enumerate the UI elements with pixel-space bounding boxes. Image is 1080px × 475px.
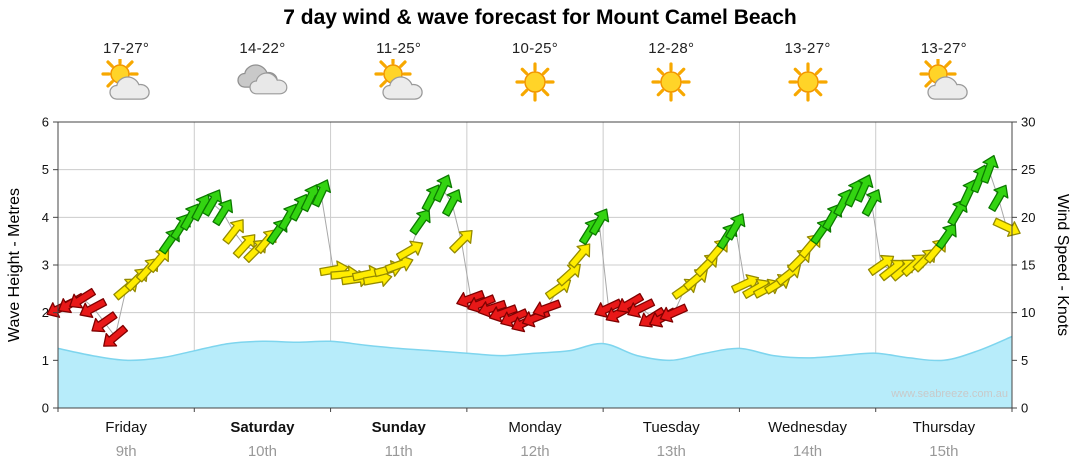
wind-arrow: [556, 263, 581, 287]
day-name: Wednesday: [768, 419, 848, 436]
wind-arrow: [854, 174, 874, 203]
wind-arrow: [659, 303, 688, 323]
day-label-tuesday: Tuesday 13th: [603, 419, 739, 460]
wind-arrow: [532, 299, 562, 318]
day-date: 14th: [792, 443, 823, 460]
wind-tick-label: 30: [1021, 115, 1035, 130]
axis-labels: 0 1 2 3 4 5 6 0 5 10 15 20 25 30: [42, 115, 1036, 416]
wind-arrow: [222, 219, 244, 245]
day-name: Thursday: [912, 419, 976, 436]
wind-arrow: [861, 189, 882, 217]
wind-arrows: [46, 154, 1021, 347]
wind-arrow: [432, 174, 453, 203]
wind-tick-label: 10: [1021, 305, 1035, 320]
wind-tick-label: 0: [1021, 401, 1028, 416]
day-label-monday: Monday 12th: [467, 419, 603, 460]
wave-tick-label: 3: [42, 258, 49, 273]
wind-arrow: [79, 298, 108, 318]
day-header-friday: 17-27°: [58, 40, 194, 120]
wind-arrow: [725, 213, 746, 241]
day-date: 9th: [115, 443, 137, 460]
day-label-wednesday: Wednesday 14th: [740, 419, 876, 460]
day-header-tuesday: 12-28°: [603, 40, 739, 120]
day-name: Tuesday: [642, 419, 700, 436]
partly-cloudy-icon: [98, 55, 154, 105]
temp-range: 11-25°: [376, 40, 422, 57]
sunny-icon: [507, 59, 563, 105]
wind-tick-label: 5: [1021, 353, 1028, 368]
wind-arrow: [947, 198, 968, 227]
temp-range: 13-27°: [920, 40, 967, 57]
wave-tick-label: 0: [42, 401, 49, 416]
wind-arrow: [568, 243, 591, 269]
day-label-saturday: Saturday 10th: [194, 419, 330, 460]
wind-arrow: [201, 189, 223, 217]
wave-height-area: [58, 336, 1012, 408]
wind-arrow: [91, 311, 118, 333]
wave-tick-label: 4: [42, 210, 49, 225]
day-date: 11th: [384, 443, 413, 460]
day-header-thursday: 13-27°: [876, 40, 1012, 120]
wind-arrow: [103, 324, 129, 347]
wind-arrow: [212, 199, 233, 227]
wind-arrow: [147, 248, 170, 274]
day-label-thursday: Thursday 15th: [876, 419, 1012, 460]
wind-arrow: [442, 189, 462, 217]
day-date: 12th: [520, 443, 550, 460]
wind-arrow: [935, 223, 957, 250]
day-header-monday: 10-25°: [467, 40, 603, 120]
wind-arrow: [980, 154, 999, 184]
temp-range: 10-25°: [511, 40, 559, 57]
day-header-wednesday: 13-27°: [740, 40, 876, 120]
day-name: Monday: [508, 419, 562, 436]
temp-range: 13-27°: [784, 40, 831, 57]
wind-arrow: [627, 298, 656, 318]
wind-tick-label: 20: [1021, 210, 1035, 225]
partly-cloudy-icon: [916, 55, 972, 105]
wind-axis-title: Wind Speed - Knots: [1054, 193, 1071, 337]
day-date: 15th: [929, 443, 959, 460]
wind-tick-label: 15: [1021, 258, 1035, 273]
wind-arrow: [588, 208, 610, 236]
wind-arrow: [992, 217, 1021, 237]
day-date: 13th: [656, 443, 686, 460]
day-date: 10th: [247, 443, 278, 460]
wind-arrow: [409, 209, 431, 236]
wave-tick-label: 6: [42, 115, 49, 130]
watermark: www.seabreeze.com.au: [891, 388, 1008, 400]
sunny-icon: [780, 59, 836, 105]
temp-range: 17-27°: [103, 40, 150, 57]
wind-arrow: [449, 229, 473, 254]
wind-arrow: [395, 240, 424, 261]
page-title: 7 day wind & wave forecast for Mount Cam…: [283, 6, 797, 29]
wave-tick-label: 1: [42, 353, 49, 368]
day-header-sunday: 11-25°: [331, 40, 467, 120]
wind-tick-label: 25: [1021, 162, 1035, 177]
day-name: Friday: [105, 419, 147, 436]
cloudy-icon: [234, 59, 290, 105]
temp-range: 12-28°: [648, 40, 695, 57]
partly-cloudy-icon: [371, 55, 427, 105]
day-header-saturday: 14-22°: [194, 40, 330, 120]
wind-arrow: [311, 179, 332, 208]
wind-arrow: [988, 184, 1009, 212]
day-label-friday: Friday 9th: [58, 419, 194, 460]
sunny-icon: [643, 59, 699, 105]
day-label-sunday: Sunday 11th: [331, 419, 467, 460]
wave-tick-label: 5: [42, 162, 49, 177]
temp-range: 14-22°: [239, 40, 286, 57]
wave-axis-title: Wave Height - Metres: [6, 187, 23, 343]
wave-height-line: [57, 335, 1013, 362]
day-name: Sunday: [371, 419, 426, 436]
day-name: Saturday: [230, 419, 295, 436]
wave-tick-label: 2: [42, 305, 49, 320]
wind-arrow: [69, 287, 97, 309]
